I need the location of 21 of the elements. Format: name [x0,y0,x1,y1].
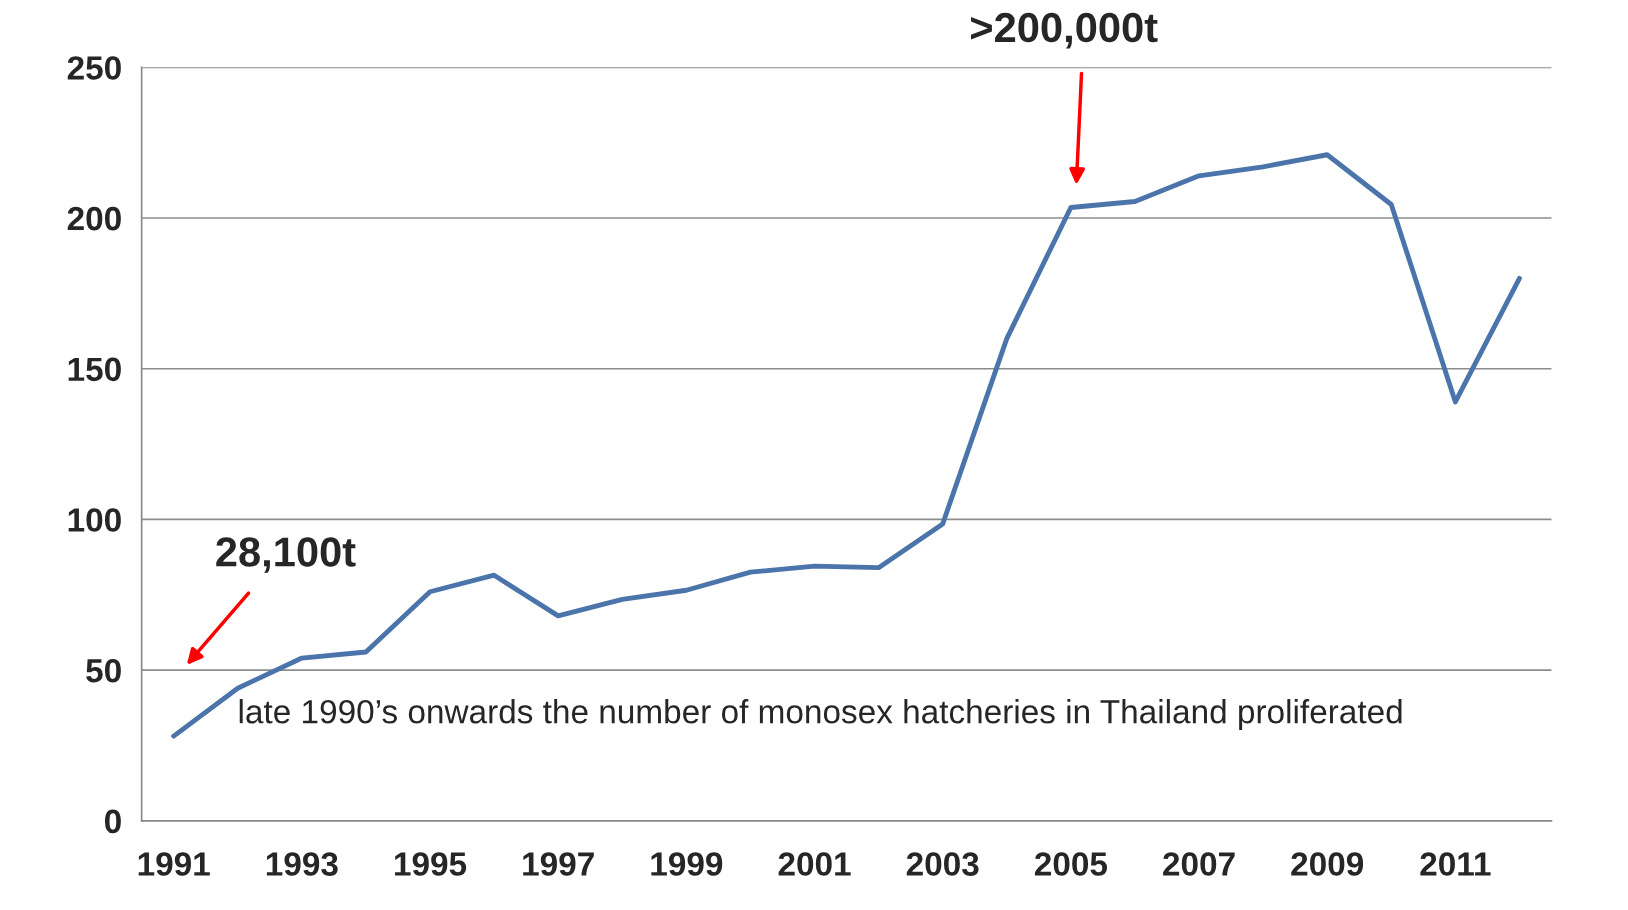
y-tick-label: 150 [68,357,121,382]
y-tick-label: 200 [67,206,121,231]
annotation: late 1990’s onwards the number of monosex hatcheries in Thailand proliferated [239,699,1402,731]
annotation: 28,100t [216,537,356,573]
x-tick-label: 1991 [138,852,210,876]
x-tick-label: 1995 [395,852,467,876]
text: >200,000t [971,12,1158,49]
x-tick-label: 2009 [1291,852,1364,876]
x-tick-label: 2005 [1034,852,1108,876]
x-tick-label: 2007 [1163,852,1235,876]
y-tick-label: 100 [68,508,121,532]
x-tick-label: 2011 [1420,852,1491,876]
x-tick-label: 1999 [651,852,723,876]
y-tick-label: 250 [67,56,121,80]
x-tick-label: 2001 [778,852,851,876]
y-tick-label: 50 [86,658,121,683]
x-tick-label: 2003 [906,852,979,876]
y-tick-label: 0 [104,809,121,834]
x-tick-label: 1993 [266,852,338,876]
x-tick-label: 1997 [523,852,594,876]
line-series [171,152,1522,739]
